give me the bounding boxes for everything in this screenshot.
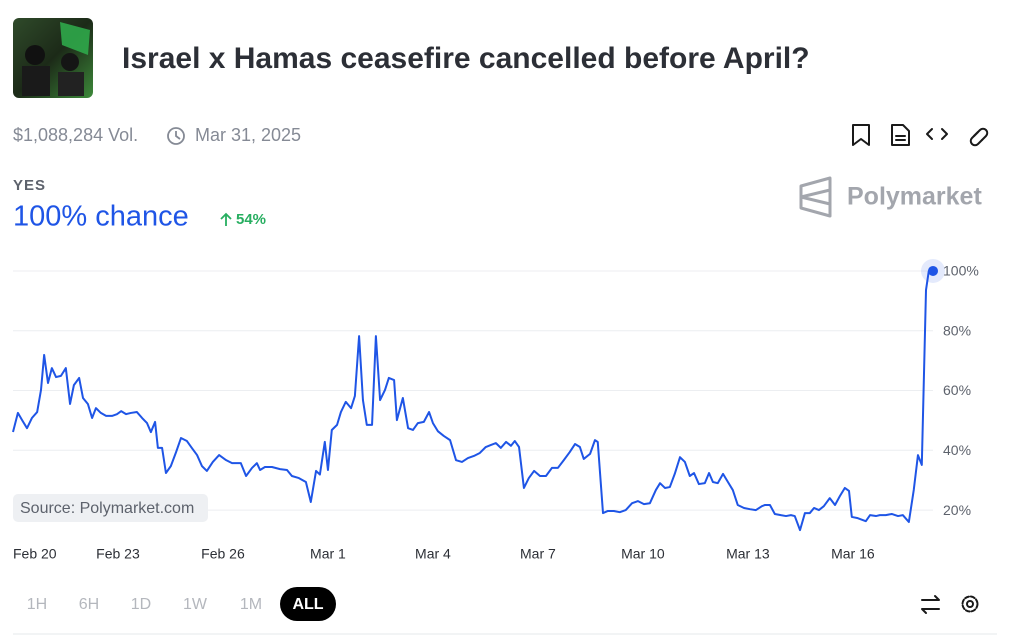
x-tick-label: Mar 7 [520, 546, 556, 562]
end-date: Mar 31, 2025 [195, 125, 301, 145]
embed-button[interactable] [926, 128, 948, 140]
x-tick-label: Mar 16 [831, 546, 875, 562]
source: Source: Polymarket.com [20, 500, 194, 517]
y-tick-label: 80% [943, 322, 971, 338]
timeframe-button[interactable]: 1H [27, 596, 47, 613]
volume: $1,088,284 Vol. [13, 125, 138, 145]
x-tick-label: Mar 10 [621, 546, 665, 562]
timeframe-button[interactable]: 1D [131, 596, 151, 613]
x-tick-label: Mar 1 [310, 546, 346, 562]
last-point [928, 265, 938, 276]
timeframe-button[interactable]: ALL [292, 596, 323, 613]
clock-icon [167, 127, 185, 145]
y-tick-label: 60% [943, 382, 971, 398]
timeframe-button[interactable]: 1W [183, 596, 208, 613]
y-tick-label: 20% [943, 502, 971, 518]
chance: 100% chance [13, 201, 189, 233]
timeframe-button[interactable]: 6H [79, 596, 99, 613]
x-tick-label: Feb 23 [96, 546, 140, 562]
market-title: Israel x Hamas ceasefire cancelled befor… [122, 42, 810, 75]
source-badge [13, 494, 208, 522]
x-tick-label: Mar 13 [726, 546, 770, 562]
y-tick-label: 40% [943, 442, 971, 458]
price-chart: 20% 40% 60% 80% 100% Feb 20 Feb 23 Feb 26 Mar 1 M… [12, 258, 979, 562]
y-tick-label: 100% [943, 263, 979, 279]
up-arrow [220, 212, 232, 226]
document-button[interactable] [891, 124, 910, 146]
price-line [12, 269, 933, 532]
brand-logo [799, 176, 832, 218]
x-tick-label: Feb 20 [13, 546, 57, 562]
link-button[interactable] [969, 127, 989, 147]
timeframe-button[interactable]: 1M [240, 596, 262, 613]
outcome-label: YES [13, 177, 46, 194]
market-image [13, 18, 93, 98]
bookmark-button[interactable] [852, 124, 870, 146]
x-tick-label: Mar 4 [415, 546, 451, 562]
timeframe-active-bg [280, 587, 336, 621]
settings-button[interactable] [961, 595, 979, 613]
swap-button[interactable] [921, 595, 940, 614]
timeframe-selector: 1H 6H 1D 1W 1M ALL [27, 587, 336, 621]
brand: Polymarket [847, 183, 982, 211]
change: 54% [236, 211, 266, 228]
x-tick-label: Feb 26 [201, 546, 245, 562]
